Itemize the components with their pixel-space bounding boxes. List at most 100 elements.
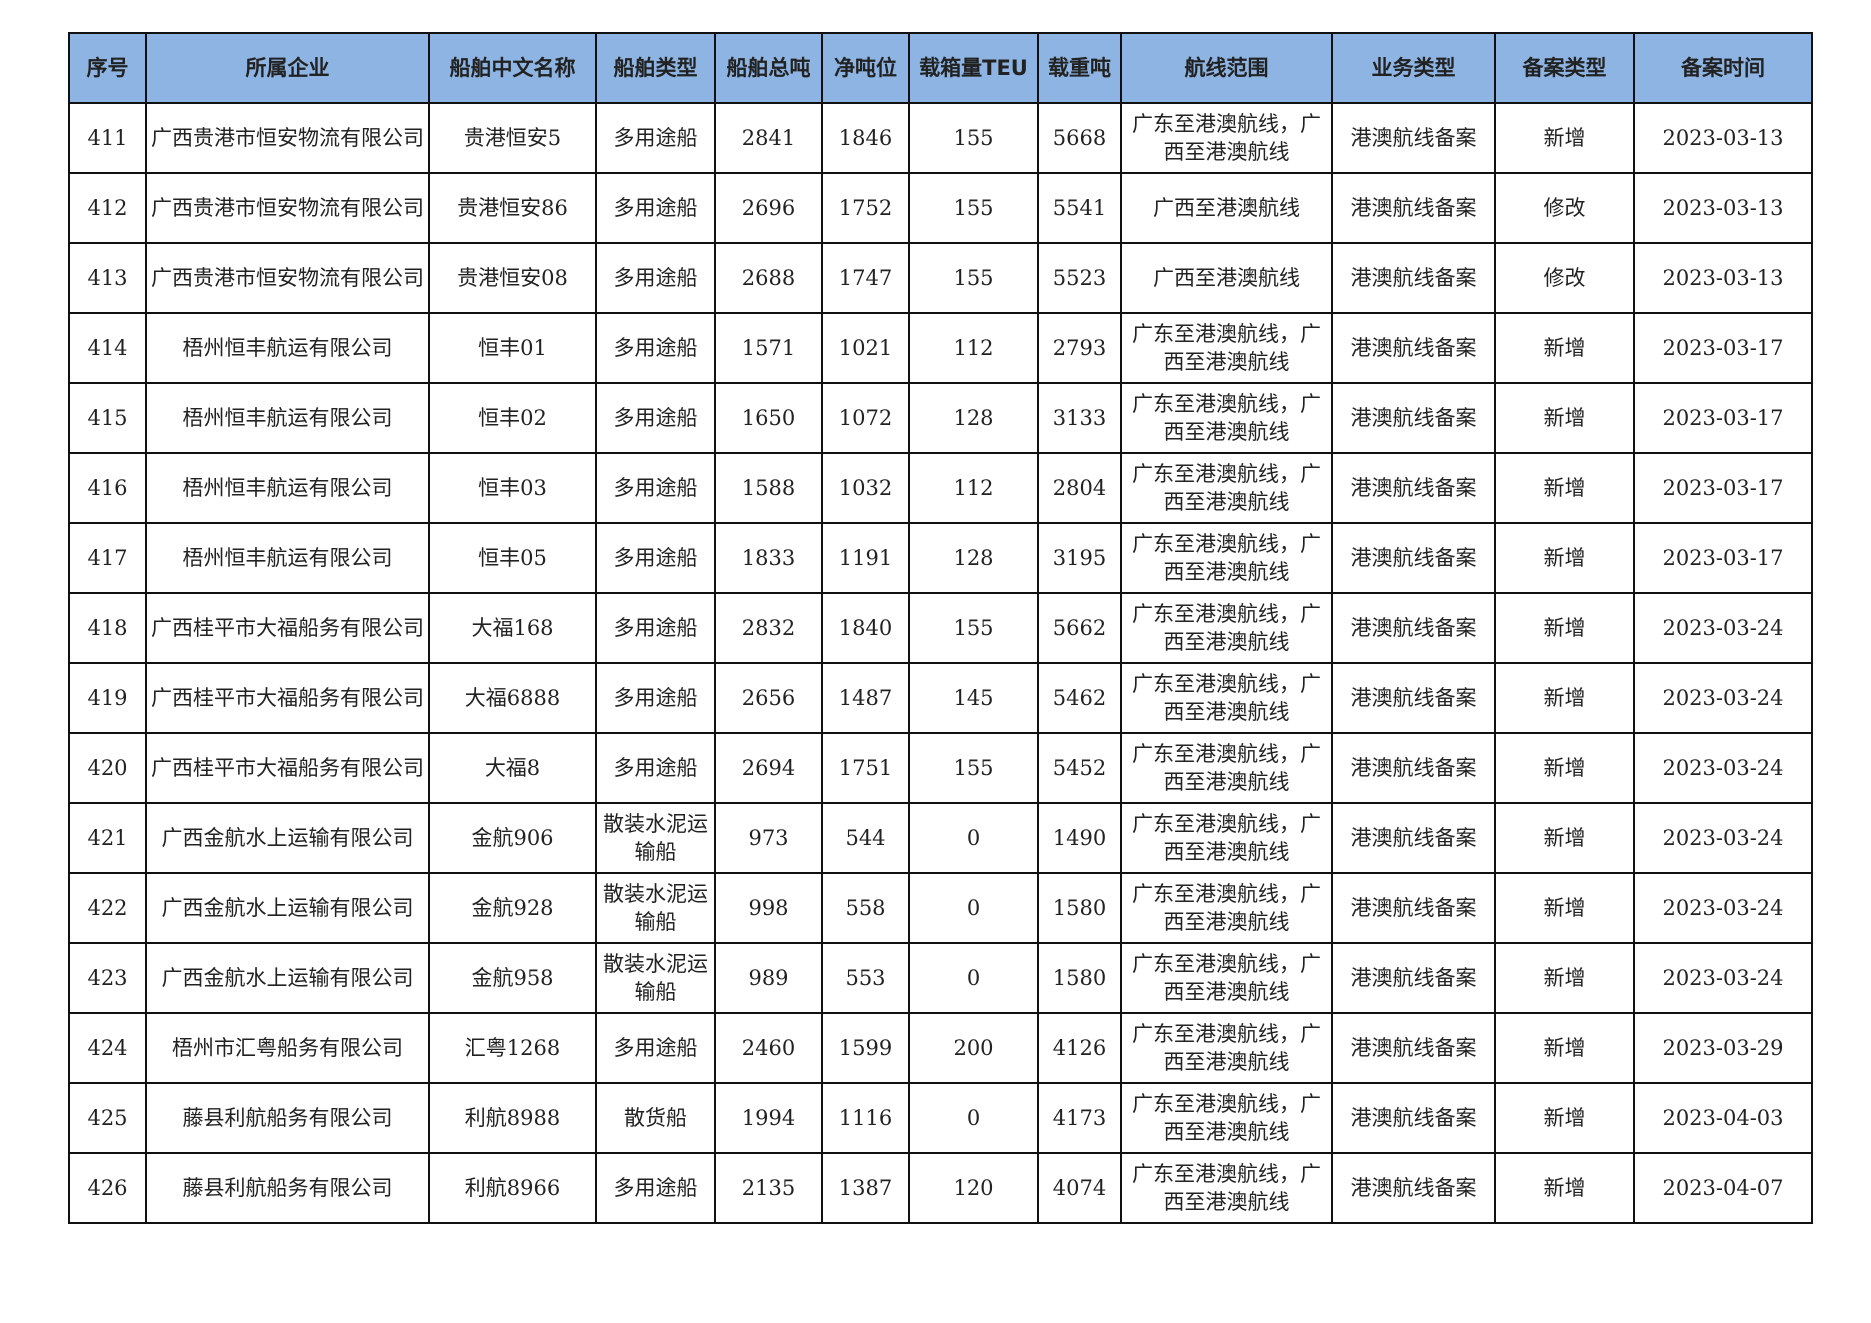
cell-filing-date: 2023-03-17 (1633, 312, 1813, 384)
cell-ship-type: 散装水泥运输船 (595, 942, 716, 1014)
cell-route-scope: 广东至港澳航线，广西至港澳航线 (1120, 592, 1333, 664)
cell-company: 广西金航水上运输有限公司 (145, 802, 430, 874)
cell-filing-date: 2023-03-24 (1633, 592, 1813, 664)
cell-filing-type: 新增 (1494, 382, 1635, 454)
cell-net-tonnage: 1032 (821, 452, 910, 524)
cell-net-tonnage: 1846 (821, 102, 910, 174)
table-header-row: 序号 所属企业 船舶中文名称 船舶类型 船舶总吨 净吨位 载箱量TEU 载重吨 航线范围 业务类型… (68, 32, 1813, 104)
header-deadweight: 载重吨 (1037, 32, 1122, 104)
cell-filing-date: 2023-03-29 (1633, 1012, 1813, 1084)
cell-net-tonnage: 558 (821, 872, 910, 944)
cell-ship-type: 多用途船 (595, 522, 716, 594)
cell-gross-tonnage: 2694 (714, 732, 823, 804)
cell-route-scope: 广东至港澳航线，广西至港澳航线 (1120, 1152, 1333, 1224)
cell-gross-tonnage: 2832 (714, 592, 823, 664)
cell-filing-type: 修改 (1494, 242, 1635, 314)
cell-filing-type: 新增 (1494, 942, 1635, 1014)
cell-teu-capacity: 128 (908, 522, 1039, 594)
cell-net-tonnage: 1747 (821, 242, 910, 314)
cell-gross-tonnage: 2688 (714, 242, 823, 314)
cell-ship-name: 恒丰03 (428, 452, 597, 524)
cell-ship-type: 多用途船 (595, 102, 716, 174)
cell-net-tonnage: 1021 (821, 312, 910, 384)
cell-company: 广西桂平市大福船务有限公司 (145, 662, 430, 734)
cell-business-type: 港澳航线备案 (1331, 1082, 1496, 1154)
cell-index: 416 (68, 452, 147, 524)
cell-net-tonnage: 1840 (821, 592, 910, 664)
cell-index: 426 (68, 1152, 147, 1224)
cell-filing-date: 2023-03-13 (1633, 102, 1813, 174)
cell-deadweight: 4074 (1037, 1152, 1122, 1224)
header-route-scope: 航线范围 (1120, 32, 1333, 104)
cell-teu-capacity: 0 (908, 872, 1039, 944)
cell-filing-date: 2023-03-13 (1633, 242, 1813, 314)
cell-route-scope: 广东至港澳航线，广西至港澳航线 (1120, 802, 1333, 874)
cell-gross-tonnage: 1650 (714, 382, 823, 454)
cell-index: 415 (68, 382, 147, 454)
cell-deadweight: 1580 (1037, 872, 1122, 944)
cell-ship-name: 金航906 (428, 802, 597, 874)
cell-teu-capacity: 155 (908, 102, 1039, 174)
cell-teu-capacity: 145 (908, 662, 1039, 734)
cell-deadweight: 1490 (1037, 802, 1122, 874)
cell-company: 梧州恒丰航运有限公司 (145, 522, 430, 594)
cell-index: 412 (68, 172, 147, 244)
cell-ship-type: 多用途船 (595, 732, 716, 804)
cell-filing-date: 2023-03-24 (1633, 872, 1813, 944)
cell-filing-date: 2023-03-17 (1633, 382, 1813, 454)
cell-ship-type: 多用途船 (595, 1012, 716, 1084)
cell-route-scope: 广东至港澳航线，广西至港澳航线 (1120, 452, 1333, 524)
cell-ship-name: 恒丰02 (428, 382, 597, 454)
cell-company: 广西金航水上运输有限公司 (145, 942, 430, 1014)
cell-ship-type: 多用途船 (595, 1152, 716, 1224)
cell-ship-name: 汇粤1268 (428, 1012, 597, 1084)
cell-business-type: 港澳航线备案 (1331, 172, 1496, 244)
cell-net-tonnage: 1599 (821, 1012, 910, 1084)
cell-net-tonnage: 544 (821, 802, 910, 874)
cell-ship-name: 贵港恒安08 (428, 242, 597, 314)
cell-gross-tonnage: 2460 (714, 1012, 823, 1084)
cell-deadweight: 3195 (1037, 522, 1122, 594)
cell-ship-type: 多用途船 (595, 662, 716, 734)
cell-teu-capacity: 155 (908, 592, 1039, 664)
table-row: 422 广西金航水上运输有限公司 金航928 散装水泥运输船 998 558 0 1580 广东… (68, 872, 1813, 944)
table-row: 414 梧州恒丰航运有限公司 恒丰01 多用途船 1571 1021 112 2793 广东至港… (68, 312, 1813, 384)
cell-ship-type: 多用途船 (595, 312, 716, 384)
cell-index: 421 (68, 802, 147, 874)
cell-deadweight: 4173 (1037, 1082, 1122, 1154)
cell-index: 417 (68, 522, 147, 594)
cell-filing-type: 新增 (1494, 802, 1635, 874)
cell-company: 广西桂平市大福船务有限公司 (145, 592, 430, 664)
cell-route-scope: 广东至港澳航线，广西至港澳航线 (1120, 1012, 1333, 1084)
cell-gross-tonnage: 1571 (714, 312, 823, 384)
cell-index: 420 (68, 732, 147, 804)
cell-deadweight: 3133 (1037, 382, 1122, 454)
cell-index: 424 (68, 1012, 147, 1084)
cell-ship-name: 恒丰05 (428, 522, 597, 594)
cell-ship-name: 大福168 (428, 592, 597, 664)
cell-business-type: 港澳航线备案 (1331, 312, 1496, 384)
cell-ship-name: 利航8966 (428, 1152, 597, 1224)
cell-deadweight: 5523 (1037, 242, 1122, 314)
cell-business-type: 港澳航线备案 (1331, 662, 1496, 734)
cell-deadweight: 5541 (1037, 172, 1122, 244)
cell-deadweight: 4126 (1037, 1012, 1122, 1084)
cell-index: 423 (68, 942, 147, 1014)
cell-filing-type: 新增 (1494, 312, 1635, 384)
cell-filing-date: 2023-04-03 (1633, 1082, 1813, 1154)
cell-gross-tonnage: 1994 (714, 1082, 823, 1154)
table-row: 411 广西贵港市恒安物流有限公司 贵港恒安5 多用途船 2841 1846 155 5668… (68, 102, 1813, 174)
header-gross-tonnage: 船舶总吨 (714, 32, 823, 104)
cell-deadweight: 1580 (1037, 942, 1122, 1014)
cell-ship-name: 贵港恒安86 (428, 172, 597, 244)
table-row: 415 梧州恒丰航运有限公司 恒丰02 多用途船 1650 1072 128 3133 广东至港… (68, 382, 1813, 454)
ship-registry-table: 序号 所属企业 船舶中文名称 船舶类型 船舶总吨 净吨位 载箱量TEU 载重吨 航线范围 业务类型… (68, 32, 1813, 1224)
cell-filing-type: 新增 (1494, 522, 1635, 594)
cell-gross-tonnage: 2656 (714, 662, 823, 734)
cell-business-type: 港澳航线备案 (1331, 102, 1496, 174)
cell-company: 广西贵港市恒安物流有限公司 (145, 242, 430, 314)
table-row: 413 广西贵港市恒安物流有限公司 贵港恒安08 多用途船 2688 1747 155 552… (68, 242, 1813, 314)
cell-gross-tonnage: 2135 (714, 1152, 823, 1224)
cell-filing-type: 新增 (1494, 102, 1635, 174)
header-net-tonnage: 净吨位 (821, 32, 910, 104)
